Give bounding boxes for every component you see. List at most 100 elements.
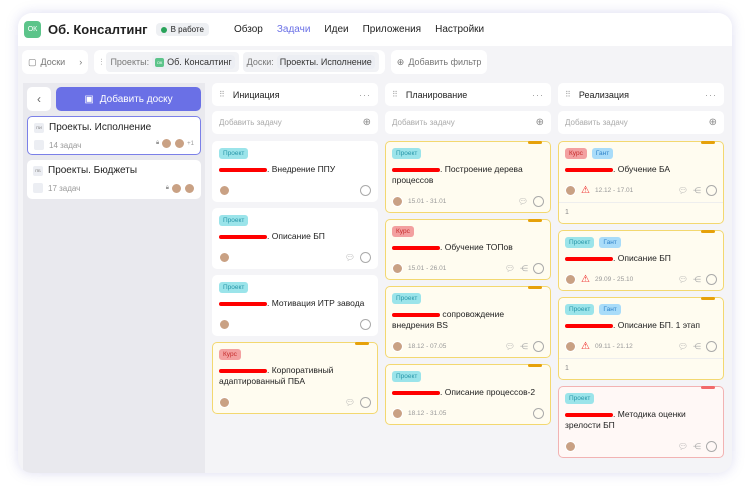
complete-checkbox[interactable] — [706, 185, 717, 196]
assignee-avatar — [565, 274, 576, 285]
nav-item[interactable]: Идеи — [324, 24, 349, 35]
task-card[interactable]: Курс . Корпоративный адаптированный ПБА 💬︎ — [212, 342, 378, 414]
share-icon[interactable]: ⋲ — [520, 342, 528, 351]
add-task-input[interactable]: Добавить задачу ⊕ — [385, 111, 551, 134]
complete-checkbox[interactable] — [360, 319, 371, 330]
card-footer — [219, 185, 371, 196]
redacted-name — [565, 323, 613, 328]
share-icon[interactable]: ⋲ — [693, 442, 701, 451]
card-actions: 💬︎ — [518, 196, 544, 207]
more-icon[interactable]: ··· — [359, 89, 371, 100]
boards-filter[interactable]: Доски: Проекты. Исполнение — [242, 52, 379, 72]
complete-checkbox[interactable] — [533, 263, 544, 274]
assignee-avatar — [392, 263, 403, 274]
task-title-text: . Описание процессов-2 — [440, 387, 536, 397]
more-icon[interactable]: ··· — [705, 89, 717, 100]
plus-circle-icon[interactable]: ⊕ — [708, 117, 717, 128]
comment-icon[interactable]: 💬︎ — [344, 398, 355, 407]
comment-icon[interactable]: 💬︎ — [344, 253, 355, 262]
card-footer: ⚠ 29.09 - 25.10 💬︎ ⋲ — [565, 274, 717, 285]
task-card[interactable]: Проект . Внедрение ППУ — [212, 141, 378, 202]
complete-checkbox[interactable] — [360, 185, 371, 196]
board-abbr: ПБ — [33, 165, 43, 176]
project-chip: Об. Консалтинг — [167, 57, 232, 67]
comment-icon[interactable]: 💬︎ — [677, 275, 688, 284]
card-footer: ⚠ 12.12 - 17.01 💬︎ ⋲ — [565, 185, 717, 196]
board-item[interactable]: ПБ Проекты. Бюджеты 17 задач 🔒︎ — [27, 160, 201, 199]
tag: Проект — [219, 215, 249, 226]
board-column: ⠿ Реализация ··· Добавить задачу ⊕ Курс Гант . … — [558, 83, 724, 458]
task-card[interactable]: Проект . Методика оценки зрелости БП 💬︎ ⋲ — [558, 386, 724, 458]
complete-checkbox[interactable] — [360, 397, 371, 408]
app-window: ОК Об. Консалтинг В работе Обзор Задачи Ид… — [18, 13, 732, 473]
add-task-input[interactable]: Добавить задачу ⊕ — [558, 111, 724, 134]
more-icon[interactable]: ··· — [532, 89, 544, 100]
drag-handle-icon[interactable]: ⠿ — [565, 90, 571, 99]
card-actions: 💬︎ ⋲ — [678, 341, 717, 352]
task-card[interactable]: Проект . Описание процессов-2 18.12 - 31.0… — [385, 364, 551, 425]
task-card[interactable]: Проект . Мотивация ИТР завода — [212, 275, 378, 336]
board-members: 🔒︎ +1 — [156, 138, 194, 149]
comment-icon[interactable]: 💬︎ — [517, 197, 528, 206]
task-title: . Внедрение ППУ — [219, 164, 371, 175]
collapse-button[interactable]: ‹ — [27, 87, 51, 111]
drag-handle-icon[interactable]: ⠿ — [392, 90, 398, 99]
add-filter-button[interactable]: ⊕ Добавить фильтр — [390, 50, 488, 74]
tag-list: Проект Гант — [565, 237, 717, 248]
avatar — [161, 138, 173, 149]
task-card[interactable]: Проект сопровождение внедрения BS 18.12 -… — [385, 286, 551, 358]
board-item[interactable]: ПИ Проекты. Исполнение 14 задач 🔒︎ +1 — [27, 116, 201, 155]
plus-circle-icon[interactable]: ⊕ — [362, 117, 371, 128]
drag-handle-icon[interactable]: ⠿ — [219, 90, 225, 99]
add-board-button[interactable]: ▣ Добавить доску — [56, 87, 201, 111]
projects-filter[interactable]: Проекты: ОК Об. Консалтинг — [106, 52, 239, 72]
complete-checkbox[interactable] — [360, 252, 371, 263]
tag: Проект — [219, 282, 249, 293]
share-icon[interactable]: ⋲ — [693, 186, 701, 195]
complete-checkbox[interactable] — [706, 274, 717, 285]
card-list: Проект . Внедрение ППУ Проект . Описание БП… — [212, 141, 378, 414]
task-title: . Методика оценки зрелости БП — [565, 409, 717, 431]
complete-checkbox[interactable] — [533, 341, 544, 352]
column-header: ⠿ Инициация ··· — [212, 83, 378, 106]
boards-toggle[interactable]: ▢ Доски › — [22, 50, 89, 74]
complete-checkbox[interactable] — [706, 341, 717, 352]
redacted-name — [565, 167, 613, 172]
task-title-text: . Мотивация ИТР завода — [267, 298, 365, 308]
nav-item[interactable]: Обзор — [233, 24, 263, 35]
comment-icon[interactable]: 💬︎ — [677, 442, 688, 451]
task-card[interactable]: Проект . Описание БП 💬︎ — [212, 208, 378, 269]
comment-icon[interactable]: 💬︎ — [677, 186, 688, 195]
task-title-text: . Описание БП — [613, 253, 671, 263]
share-icon[interactable]: ⋲ — [520, 264, 528, 273]
sliders-icon: ⫶ — [100, 56, 103, 67]
complete-checkbox[interactable] — [533, 196, 544, 207]
comment-icon[interactable]: 💬︎ — [504, 342, 515, 351]
share-icon[interactable]: ⋲ — [693, 342, 701, 351]
complete-checkbox[interactable] — [706, 441, 717, 452]
comment-icon[interactable]: 💬︎ — [677, 342, 688, 351]
add-task-placeholder: Добавить задачу — [219, 118, 282, 127]
plus-circle-icon[interactable]: ⊕ — [535, 117, 544, 128]
task-card[interactable]: Проект . Построение дерева процессов 15.01… — [385, 141, 551, 213]
comment-icon[interactable]: 💬︎ — [504, 264, 515, 273]
subtask-count: 1 — [559, 358, 723, 374]
nav-item[interactable]: Задачи — [276, 24, 311, 35]
complete-checkbox[interactable] — [533, 408, 544, 419]
task-count: 14 задач — [49, 140, 82, 150]
task-card[interactable]: Проект Гант . Описание БП. 1 этап ⚠ 09.11 - … — [558, 297, 724, 380]
add-task-input[interactable]: Добавить задачу ⊕ — [212, 111, 378, 134]
task-card[interactable]: Проект Гант . Описание БП ⚠ 29.09 - 25.10 💬︎ ⋲ — [558, 230, 724, 291]
task-card[interactable]: Курс Гант . Обучение БА ⚠ 12.12 - 17.01 💬︎ ⋲ 1 — [558, 141, 724, 224]
board-stats: 17 задач — [33, 183, 195, 193]
share-icon[interactable]: ⋲ — [693, 275, 701, 284]
task-card[interactable]: Курс . Обучение ТОПов 15.01 - 26.01 💬︎ ⋲ — [385, 219, 551, 280]
status-badge[interactable]: В работе — [155, 23, 209, 36]
task-title: . Описание процессов-2 — [392, 387, 544, 398]
redacted-name — [565, 256, 613, 261]
redacted-name — [219, 301, 267, 306]
nav-item[interactable]: Приложения — [362, 24, 422, 35]
nav-item[interactable]: Настройки — [435, 24, 485, 35]
tag: Курс — [219, 349, 241, 360]
status-dot-icon — [160, 26, 167, 33]
